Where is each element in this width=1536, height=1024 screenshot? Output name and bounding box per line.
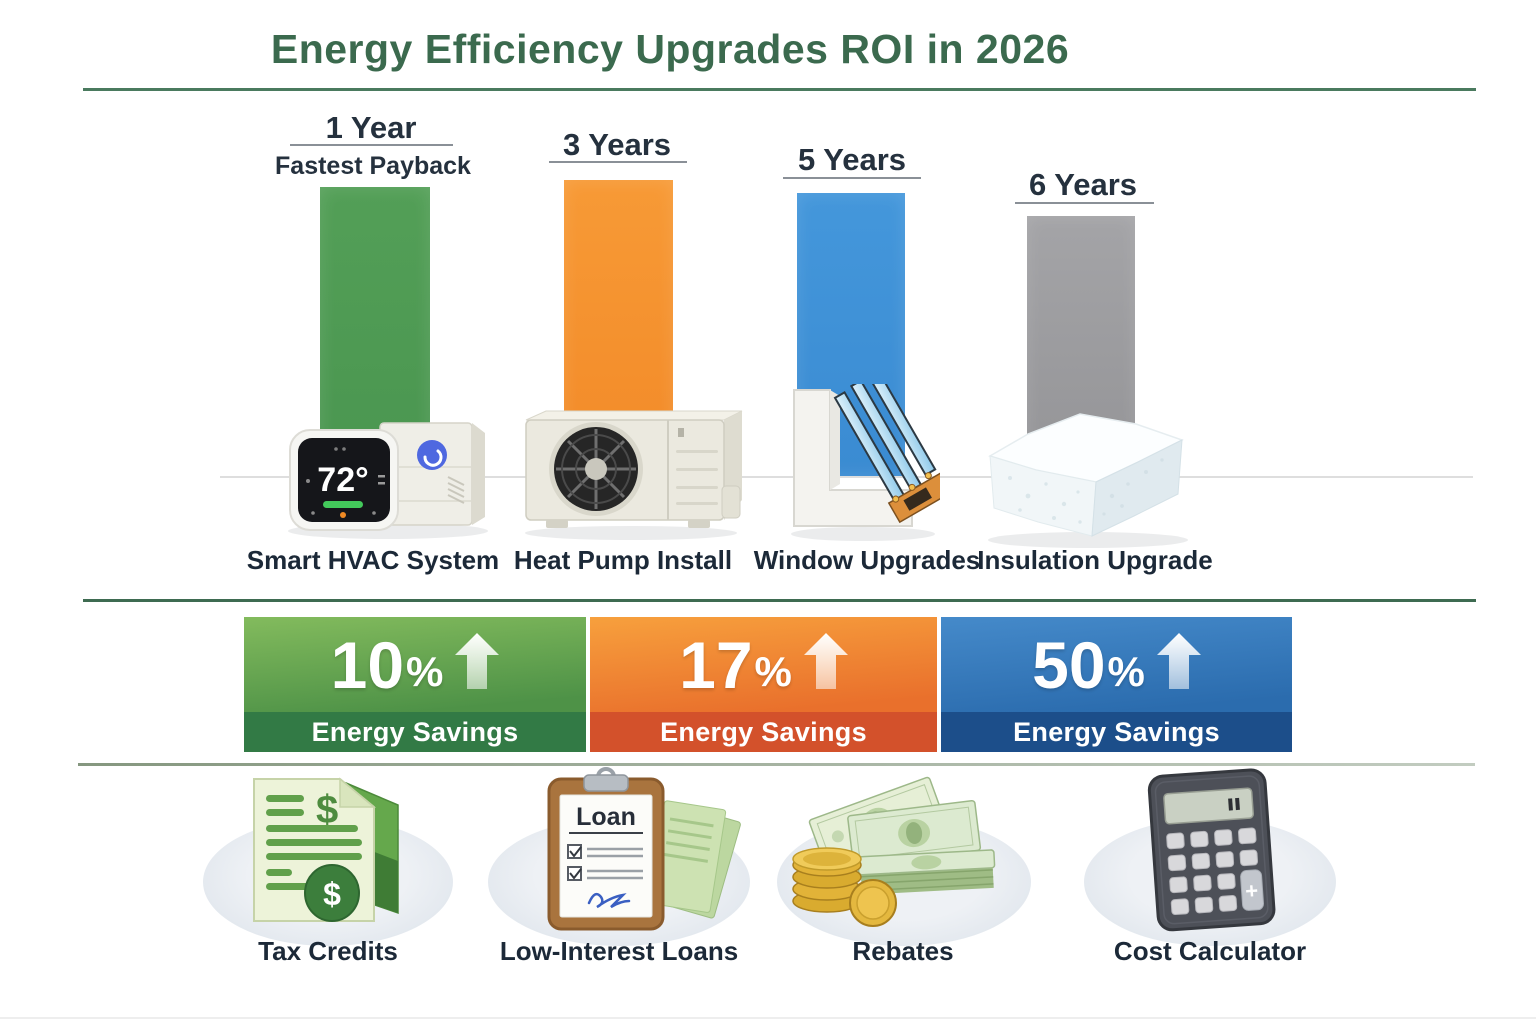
checkmark-icon [569,868,582,880]
percent-sign: % [406,647,444,695]
savings-banner-blue: 50 % Energy Savings [941,617,1292,752]
insulation-foam-image [988,413,1188,548]
clipboard-title: Loan [576,803,636,831]
savings-percent: 10 [330,627,405,702]
savings-banner-orange: 17 % Energy Savings [590,617,937,752]
thermostat-temp: 72° [317,461,368,499]
payback-label-insulation: 6 Years [1028,167,1138,202]
signature-icon [587,892,631,909]
resource-label-tax-credits: Tax Credits [258,936,398,966]
percent-sign: % [754,647,792,695]
percent-sign: % [1107,647,1145,695]
payback-label-windows: 5 Years [797,142,907,177]
savings-percent: 50 [1032,627,1106,702]
chart-baseline [220,476,1473,478]
page-title: Energy Efficiency Upgrades ROI in 2026 [270,26,1070,72]
section-divider [83,599,1476,602]
calculator-display [1163,787,1254,825]
savings-label: Energy Savings [941,712,1292,752]
product-name-heat-pump: Heat Pump Install [513,545,733,575]
up-arrow-icon [1156,632,1201,689]
thermostat-screen [298,438,390,522]
payback-underline [290,144,453,146]
title-divider [83,88,1476,91]
product-name-smart-hvac: Smart HVAC System [246,545,500,575]
plus-key [1240,869,1265,911]
savings-label: Energy Savings [590,712,937,752]
payback-underline [549,161,687,163]
payback-underline [783,177,921,179]
checkmark-icon [569,846,582,858]
payback-label-heat-pump: 3 Years [562,127,672,162]
rebates-cash-icon [792,776,996,927]
up-arrow-icon [803,632,848,689]
cost-calculator-icon: + [1147,768,1276,932]
resource-label-rebates: Rebates [852,936,954,966]
loan-clipboard-icon: Loan [547,767,741,931]
payback-label-smart-hvac: 1 Year [325,110,417,145]
product-name-windows: Window Upgrades [753,545,981,575]
product-name-insulation: Insulation Upgrade [977,545,1213,575]
up-arrow-icon [455,632,500,689]
dollar-sign: $ [316,788,338,832]
plus-sign: + [1244,878,1259,904]
smart-hvac-image: 72° [288,422,488,539]
resources-divider [78,763,1475,766]
savings-banner-top: 10 % [244,617,586,712]
coin-stack-icon [792,847,862,913]
fastest-payback-note: Fastest Payback [275,152,471,180]
savings-banner-green: 10 % Energy Savings [244,617,586,752]
resource-label-calculator: Cost Calculator [1113,936,1307,966]
window-cross-section-image [791,384,940,541]
dollar-sign: $ [323,876,341,912]
tax-credits-icon: $ $ [253,777,399,922]
payback-underline [1015,202,1154,204]
resource-label-loans: Low-Interest Loans [499,936,739,966]
heat-pump-image [525,410,743,540]
savings-banner-top: 50 % [941,617,1292,712]
savings-percent: 17 [679,627,753,702]
savings-label: Energy Savings [244,712,586,752]
savings-banner-top: 17 % [590,617,937,712]
vent-lines [447,476,465,504]
bottom-edge-line [0,1017,1536,1019]
